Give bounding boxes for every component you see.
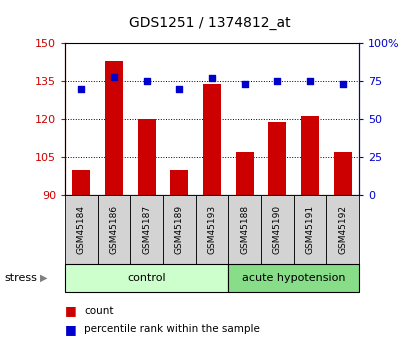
- Bar: [236, 152, 254, 195]
- Text: ■: ■: [65, 323, 77, 336]
- Bar: [105, 61, 123, 195]
- Bar: [301, 117, 319, 195]
- Bar: [334, 152, 352, 195]
- Bar: [72, 170, 90, 195]
- Bar: [326, 195, 359, 264]
- Bar: [65, 195, 98, 264]
- Bar: [65, 264, 228, 292]
- Bar: [261, 195, 294, 264]
- Bar: [138, 119, 156, 195]
- Bar: [171, 170, 189, 195]
- Text: GSM45190: GSM45190: [273, 205, 282, 254]
- Point: [78, 86, 85, 91]
- Point: [307, 78, 313, 84]
- Text: GSM45187: GSM45187: [142, 205, 151, 254]
- Bar: [163, 195, 196, 264]
- Bar: [98, 195, 131, 264]
- Bar: [228, 264, 359, 292]
- Bar: [131, 195, 163, 264]
- Bar: [228, 195, 261, 264]
- Text: GDS1251 / 1374812_at: GDS1251 / 1374812_at: [129, 16, 291, 30]
- Point: [111, 74, 118, 79]
- Bar: [203, 83, 221, 195]
- Point: [339, 81, 346, 87]
- Text: percentile rank within the sample: percentile rank within the sample: [84, 325, 260, 334]
- Text: GSM45192: GSM45192: [338, 205, 347, 254]
- Text: stress: stress: [4, 273, 37, 283]
- Point: [143, 78, 150, 84]
- Text: GSM45191: GSM45191: [306, 205, 315, 254]
- Text: GSM45188: GSM45188: [240, 205, 249, 254]
- Bar: [268, 121, 286, 195]
- Text: GSM45189: GSM45189: [175, 205, 184, 254]
- Point: [241, 81, 248, 87]
- Text: GSM45186: GSM45186: [110, 205, 118, 254]
- Text: acute hypotension: acute hypotension: [242, 273, 346, 283]
- Point: [176, 86, 183, 91]
- Text: GSM45184: GSM45184: [77, 205, 86, 254]
- Bar: [196, 195, 228, 264]
- Text: GSM45193: GSM45193: [207, 205, 217, 254]
- Text: count: count: [84, 306, 113, 315]
- Point: [209, 75, 215, 81]
- Text: ▶: ▶: [40, 273, 47, 283]
- Bar: [294, 195, 326, 264]
- Text: control: control: [127, 273, 166, 283]
- Text: ■: ■: [65, 304, 77, 317]
- Point: [274, 78, 281, 84]
